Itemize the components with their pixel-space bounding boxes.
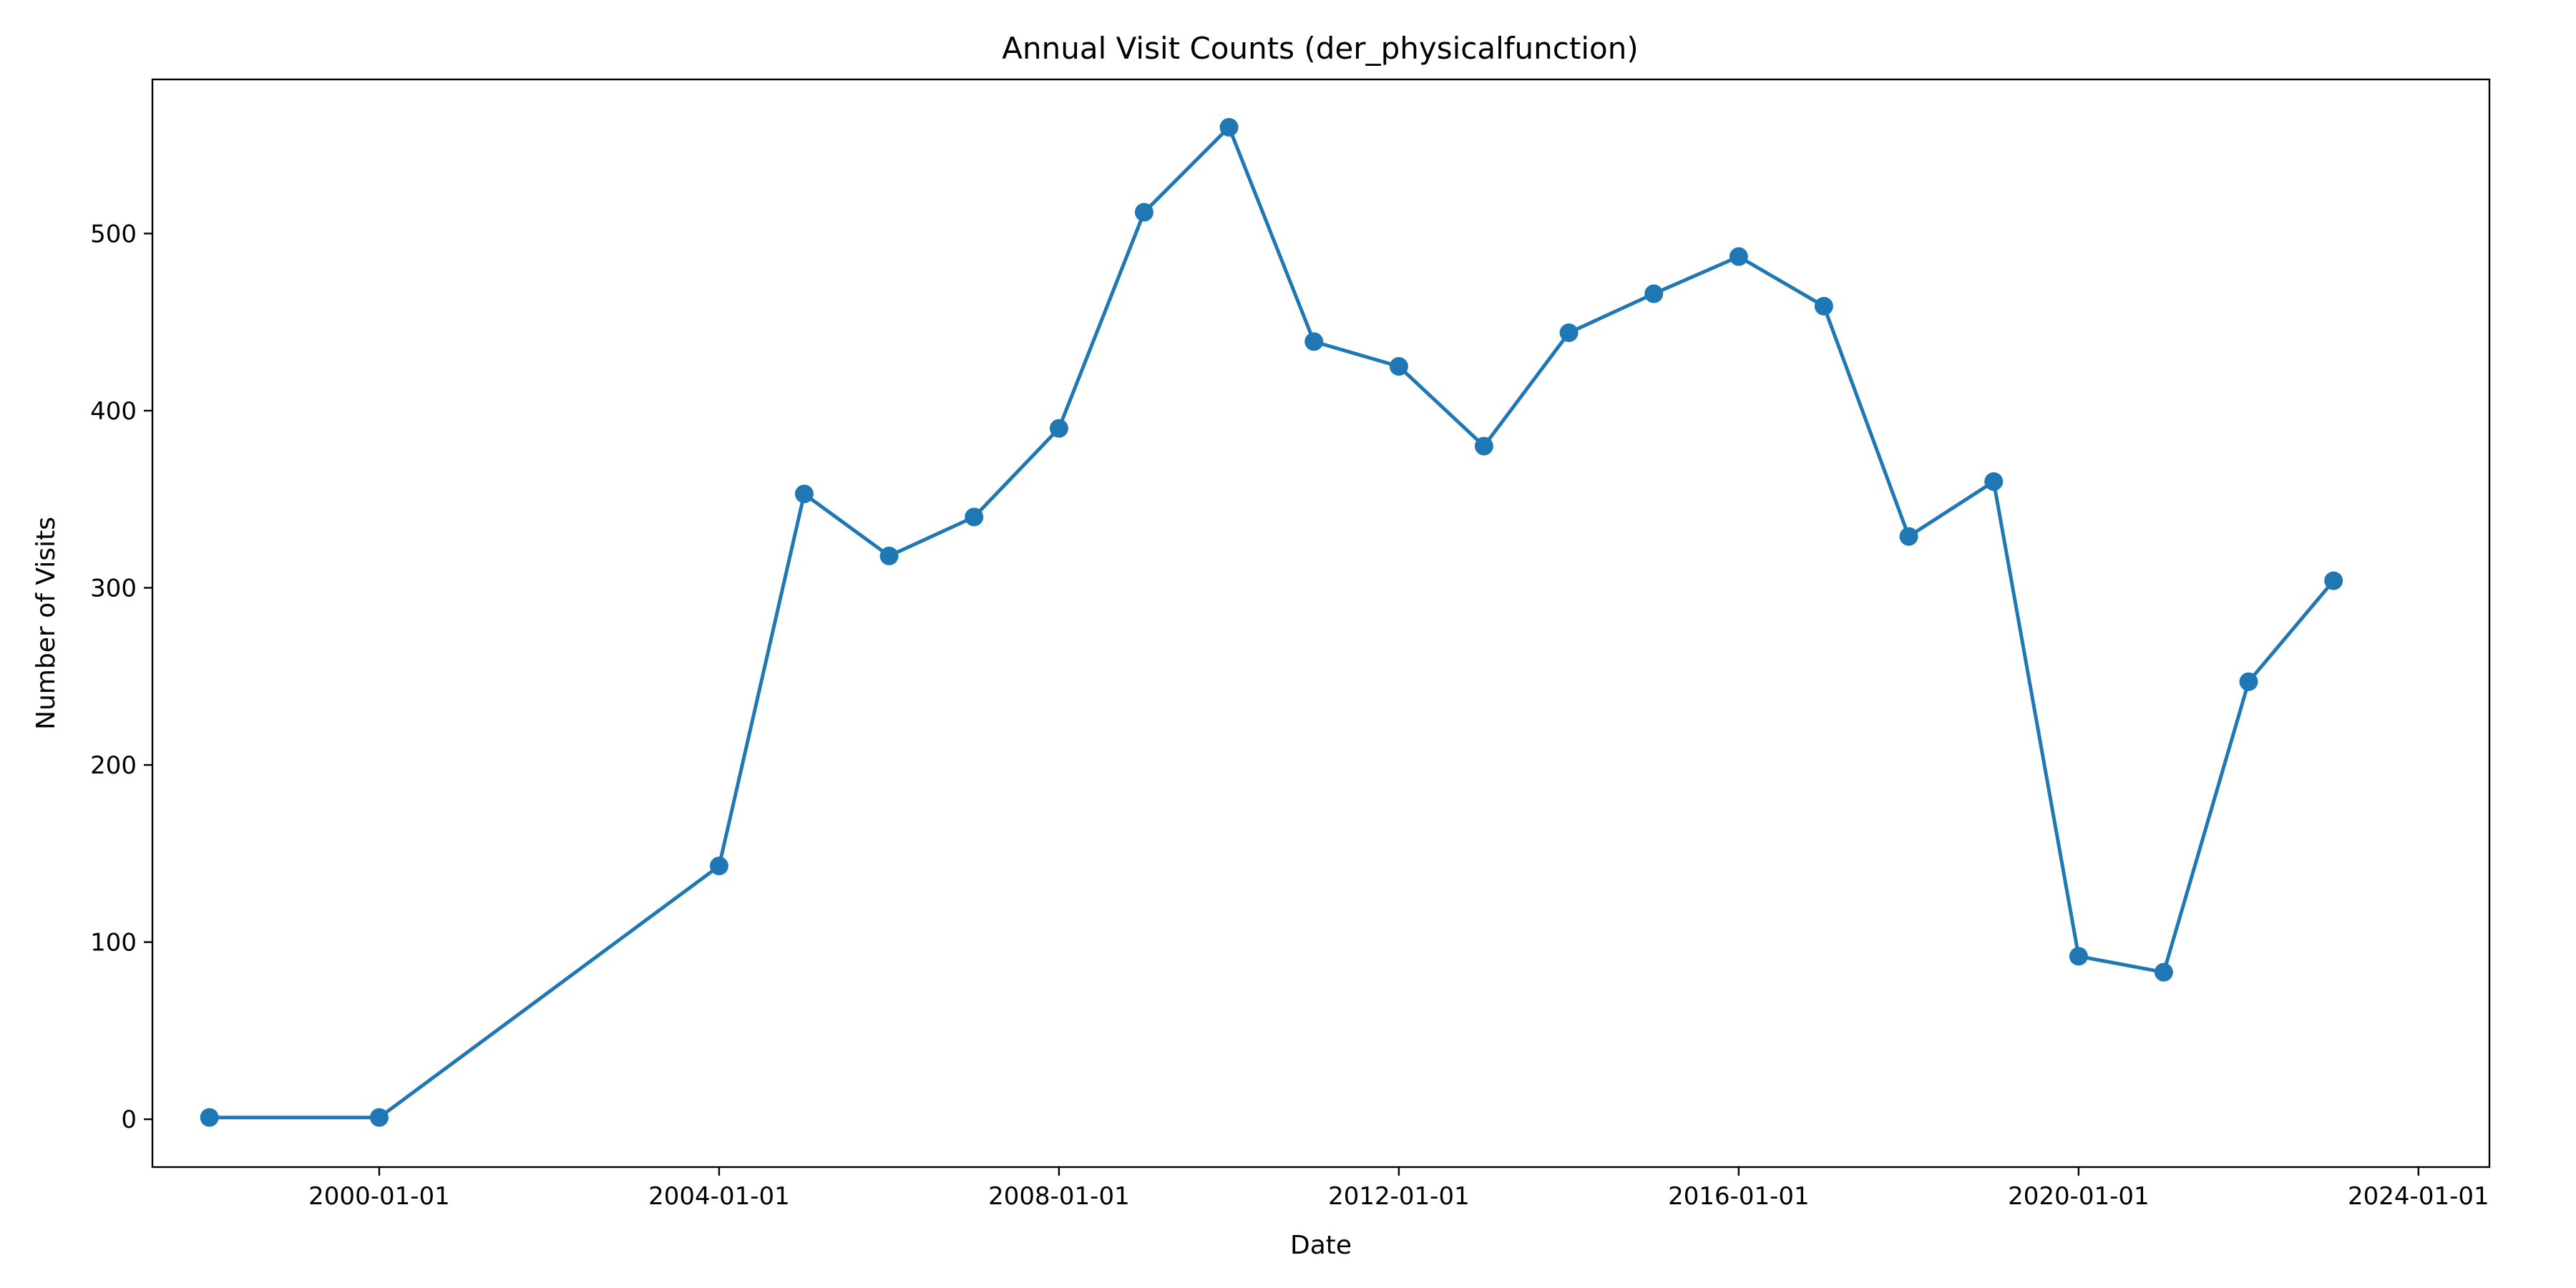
data-point	[1389, 357, 1408, 376]
data-point	[1134, 203, 1153, 222]
y-tick-label: 400	[90, 397, 137, 426]
data-point	[1049, 419, 1068, 438]
y-axis-ticks: 0 100 200 300 400 500	[90, 220, 152, 1134]
data-point	[965, 507, 984, 527]
y-tick-label: 0	[121, 1106, 137, 1134]
data-point	[2324, 571, 2343, 590]
data-point	[369, 1108, 389, 1127]
x-tick-label: 2008-01-01	[988, 1182, 1130, 1211]
x-tick-label: 2024-01-01	[2348, 1182, 2489, 1211]
data-series	[200, 117, 2343, 1127]
y-tick-label: 300	[90, 574, 137, 602]
data-point	[709, 857, 728, 876]
y-tick-label: 100	[90, 929, 137, 957]
x-axis-ticks: 2000-01-01 2004-01-01 2008-01-01 2012-01-01…	[308, 1167, 2489, 1211]
data-point	[200, 1108, 219, 1127]
x-axis-label: Date	[1290, 1231, 1352, 1260]
data-point	[1644, 284, 1664, 303]
x-tick-label: 2000-01-01	[308, 1182, 450, 1211]
y-axis-label: Number of Visits	[31, 517, 61, 730]
data-point	[2069, 947, 2088, 966]
series-line	[209, 125, 2336, 1120]
x-tick-label: 2012-01-01	[1328, 1182, 1470, 1211]
data-point	[1729, 247, 1748, 266]
data-point	[1899, 527, 1918, 546]
data-point	[794, 484, 814, 504]
x-tick-label: 2004-01-01	[648, 1182, 790, 1211]
data-point	[1474, 436, 1493, 456]
data-point	[879, 546, 899, 565]
data-point	[2154, 962, 2173, 982]
data-point	[1984, 472, 2004, 491]
data-point	[1559, 323, 1579, 343]
y-tick-label: 200	[90, 751, 137, 780]
y-tick-label: 500	[90, 220, 137, 248]
data-point	[1219, 117, 1239, 137]
chart-title: Annual Visit Counts (der_physicalfunctio…	[1002, 31, 1638, 66]
data-point	[1304, 332, 1324, 351]
plot-frame	[151, 78, 2491, 1169]
x-tick-label: 2020-01-01	[2008, 1182, 2150, 1211]
data-point	[2239, 672, 2258, 691]
data-point	[1814, 296, 1833, 316]
x-tick-label: 2016-01-01	[1668, 1182, 1810, 1211]
